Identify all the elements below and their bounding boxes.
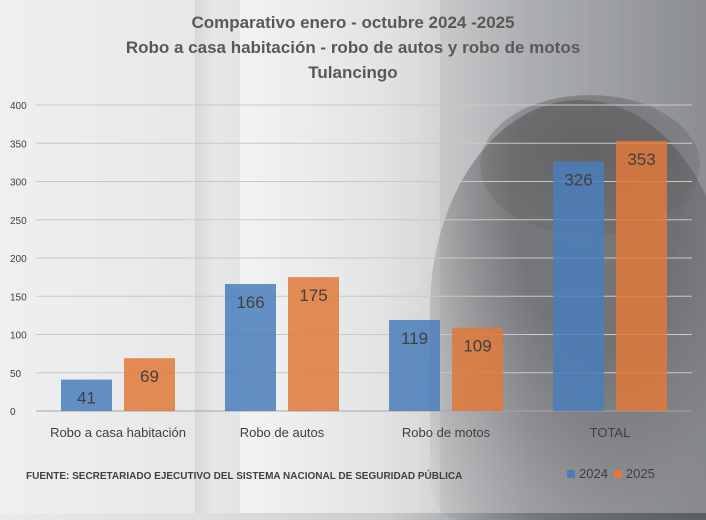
data-label: 41 [77, 389, 96, 408]
data-label: 119 [401, 329, 428, 348]
bar-2025-3 [616, 140, 667, 411]
bar-2025-2 [452, 327, 503, 411]
y-tick-label: 150 [10, 292, 27, 303]
data-label: 166 [236, 293, 264, 312]
data-label: 353 [627, 150, 655, 169]
chart-title: Comparativo enero - octubre 2024 -2025 R… [0, 10, 706, 85]
door-shape [240, 0, 440, 513]
bar-2024-3 [553, 161, 604, 411]
y-tick-label: 250 [10, 216, 27, 227]
legend-label-2025: 2025 [625, 466, 655, 481]
legend-label-2024: 2024 [579, 466, 608, 481]
x-tick-label: Robo de motos [402, 425, 491, 440]
title-line-2: Robo a casa habitación - robo de autos y… [125, 38, 581, 57]
source-note: FUENTE: SECRETARIADO EJECUTIVO DEL SISTE… [26, 471, 463, 482]
data-label: 175 [299, 286, 327, 305]
door-frame-shape [195, 0, 217, 513]
legend-swatch-2025 [613, 469, 622, 478]
y-tick-label: 100 [10, 331, 27, 342]
title-line-3: Tulancingo [308, 63, 398, 82]
bars [61, 140, 667, 411]
y-tick-label: 400 [10, 101, 27, 112]
y-tick-label: 50 [10, 369, 22, 380]
legend-swatch-2024 [567, 469, 575, 478]
x-tick-label: Robo de autos [240, 425, 325, 440]
bar-2024-2 [389, 319, 440, 411]
legend-item-2024: 2024 [567, 466, 608, 481]
y-tick-label: 0 [10, 407, 16, 418]
y-axis: 0 50 100 150 200 250 300 350 400 [10, 101, 27, 418]
data-label: 109 [463, 337, 491, 356]
data-label: 326 [564, 171, 592, 190]
y-tick-label: 300 [10, 178, 27, 189]
bar-2025-0 [124, 358, 175, 411]
legend-item-2025: 2025 [613, 466, 655, 481]
data-label: 69 [140, 367, 159, 386]
x-tick-label: TOTAL [590, 425, 631, 440]
y-tick-label: 200 [10, 254, 27, 265]
bar-2025-1 [288, 277, 339, 411]
title-line-1: Comparativo enero - octubre 2024 -2025 [191, 13, 515, 32]
x-axis: Robo a casa habitación Robo de autos Robo … [50, 425, 630, 440]
y-tick-label: 350 [10, 139, 27, 150]
data-labels: 41 69 166 175 119 109 326 353 [77, 150, 656, 408]
bar-2024-0 [61, 379, 112, 411]
legend: 2024 2025 [567, 466, 655, 481]
x-tick-label: Robo a casa habitación [50, 425, 186, 440]
bar-2024-1 [225, 284, 276, 411]
